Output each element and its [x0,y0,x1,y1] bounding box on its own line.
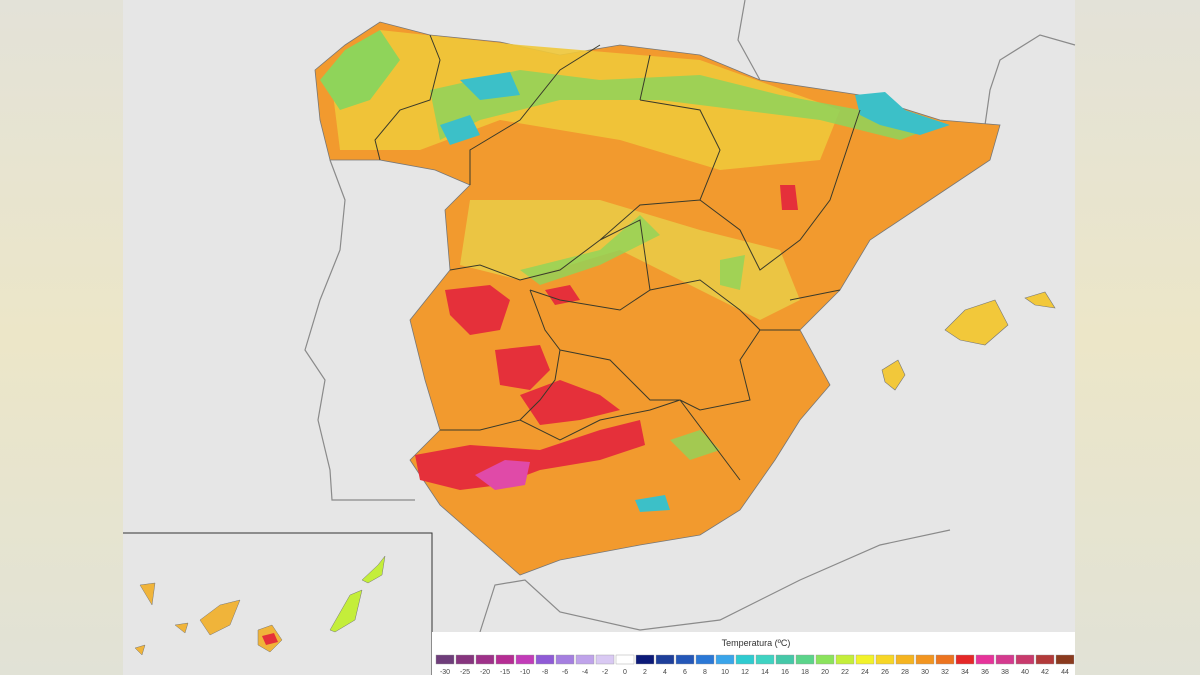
legend-label: 2 [643,669,647,675]
legend-label: 4 [663,669,667,675]
legend-swatch [955,654,975,665]
legend-swatch [615,654,635,665]
legend-swatch [815,654,835,665]
legend-label: -30 [440,669,450,675]
legend-swatch [535,654,555,665]
side-panel [0,0,123,675]
legend-swatch [795,654,815,665]
legend-label: 20 [821,669,829,675]
side-panel [1075,0,1200,675]
legend-label: 26 [881,669,889,675]
legend-scale: -30 -25 -20 -15 -10 -8 -6 -4 -2 0 2 4 6 8 10 12 14 16 18 20… [435,654,1075,675]
spain-mainland [314,21,1001,576]
legend-label: 40 [1021,669,1029,675]
legend-label: 14 [761,669,769,675]
legend-swatch [975,654,995,665]
legend-label: 32 [941,669,949,675]
africa-coast [479,529,951,633]
legend-swatch [915,654,935,665]
mild-patch [320,30,400,110]
legend-swatch [695,654,715,665]
legend-label: -10 [520,669,530,675]
mild-patch [430,70,940,140]
legend-swatch [735,654,755,665]
legend-label: 6 [683,669,687,675]
very-hot-patch [475,460,530,490]
legend-label: -20 [480,669,490,675]
legend-label: 12 [741,669,749,675]
legend-swatch [495,654,515,665]
legend-swatch [595,654,615,665]
france-outline [737,0,1076,126]
legend-swatch [515,654,535,665]
legend-label: -15 [500,669,510,675]
legend-label: 10 [721,669,729,675]
legend-title: Temperatura (ºC) [722,638,791,648]
legend-label: 16 [781,669,789,675]
legend-swatch [1035,654,1055,665]
legend-swatch [635,654,655,665]
legend-swatch [895,654,915,665]
legend-label: -6 [562,669,568,675]
legend-swatch [455,654,475,665]
balearic-island [881,291,1056,391]
legend-label: 36 [981,669,989,675]
legend-label: 44 [1061,669,1069,675]
legend-label: 42 [1041,669,1049,675]
cool-patch [440,72,950,512]
canary-hot [262,633,278,645]
legend-label: 24 [861,669,869,675]
legend-label: -2 [602,669,608,675]
inset-frame [123,532,433,675]
legend-swatch [655,654,675,665]
legend-swatch [875,654,895,665]
legend-swatch [775,654,795,665]
legend-label: 30 [921,669,929,675]
legend-swatch [935,654,955,665]
legend-swatch [575,654,595,665]
legend-label: 18 [801,669,809,675]
region-border [374,34,861,481]
canary-island [134,582,283,656]
legend-label: 28 [901,669,909,675]
legend-label: 0 [623,669,627,675]
legend-swatch [675,654,695,665]
legend-label: -8 [542,669,548,675]
hot-patch [415,185,798,490]
legend-swatch [835,654,855,665]
legend-swatch [755,654,775,665]
canary-island [329,555,386,633]
legend-swatch [715,654,735,665]
portugal-outline [304,159,415,501]
legend-swatch [475,654,495,665]
warm-patch [460,200,800,320]
legend-swatch [555,654,575,665]
legend-swatch [855,654,875,665]
legend-label: 22 [841,669,849,675]
legend-label: 8 [703,669,707,675]
legend-swatch [1055,654,1075,665]
legend-label: 38 [1001,669,1009,675]
legend-swatch [1015,654,1035,665]
legend-swatch [995,654,1015,665]
legend-label: -25 [460,669,470,675]
legend-swatch [435,654,455,665]
legend-label: 34 [961,669,969,675]
legend-panel [432,632,1075,675]
legend-label: -4 [582,669,588,675]
